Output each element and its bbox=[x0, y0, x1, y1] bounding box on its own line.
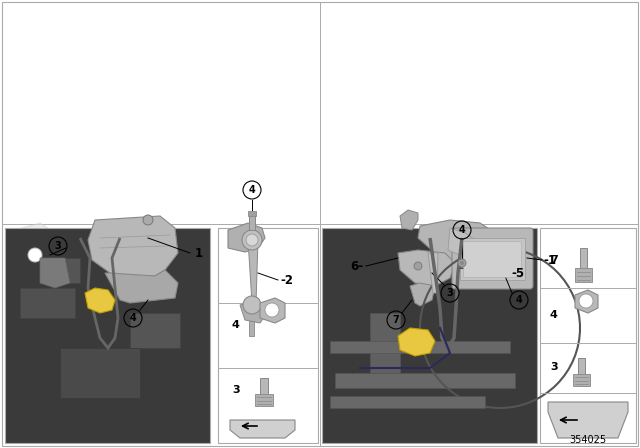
Bar bbox=[575, 268, 592, 282]
Polygon shape bbox=[548, 402, 628, 438]
Text: 4: 4 bbox=[459, 225, 465, 235]
FancyBboxPatch shape bbox=[5, 228, 210, 443]
Circle shape bbox=[28, 248, 42, 262]
Circle shape bbox=[458, 259, 466, 267]
Circle shape bbox=[242, 230, 262, 250]
Text: -2: -2 bbox=[280, 273, 293, 287]
Circle shape bbox=[243, 296, 261, 314]
Polygon shape bbox=[410, 283, 435, 306]
Polygon shape bbox=[230, 420, 295, 438]
Bar bbox=[578, 358, 585, 376]
Text: -5: -5 bbox=[511, 267, 524, 280]
Text: 4: 4 bbox=[130, 313, 136, 323]
Text: 7: 7 bbox=[550, 255, 557, 265]
Circle shape bbox=[414, 262, 422, 270]
Bar bbox=[463, 241, 521, 277]
Circle shape bbox=[246, 234, 258, 246]
Text: 7: 7 bbox=[392, 315, 399, 325]
Polygon shape bbox=[400, 210, 418, 230]
Bar bbox=[580, 248, 587, 270]
Bar bbox=[460, 238, 525, 280]
Bar bbox=[249, 212, 255, 230]
FancyBboxPatch shape bbox=[540, 228, 636, 443]
Bar bbox=[255, 394, 273, 406]
Bar bbox=[130, 313, 180, 348]
FancyBboxPatch shape bbox=[322, 228, 537, 443]
Bar bbox=[249, 321, 254, 336]
Polygon shape bbox=[448, 228, 480, 256]
Text: 354025: 354025 bbox=[570, 435, 607, 445]
Bar bbox=[573, 374, 590, 386]
Polygon shape bbox=[260, 298, 285, 323]
Polygon shape bbox=[88, 216, 178, 278]
Text: 4: 4 bbox=[550, 310, 558, 320]
Polygon shape bbox=[240, 300, 265, 323]
Polygon shape bbox=[40, 258, 70, 288]
Bar bbox=[330, 341, 510, 353]
Polygon shape bbox=[228, 223, 265, 252]
Text: 3: 3 bbox=[54, 241, 61, 251]
Text: 4: 4 bbox=[232, 320, 240, 330]
Text: 3: 3 bbox=[550, 362, 557, 372]
Polygon shape bbox=[105, 270, 178, 303]
Text: 6-: 6- bbox=[350, 259, 363, 272]
Polygon shape bbox=[418, 220, 500, 266]
Polygon shape bbox=[10, 223, 60, 283]
FancyBboxPatch shape bbox=[452, 228, 533, 289]
Polygon shape bbox=[575, 290, 598, 313]
Bar bbox=[260, 378, 268, 398]
Text: 3: 3 bbox=[232, 385, 239, 395]
Text: 3: 3 bbox=[447, 288, 453, 298]
Bar bbox=[20, 288, 75, 318]
Text: -1: -1 bbox=[543, 254, 556, 267]
Polygon shape bbox=[85, 288, 115, 313]
Bar bbox=[248, 211, 256, 216]
Polygon shape bbox=[248, 240, 258, 303]
Bar bbox=[40, 258, 80, 283]
Polygon shape bbox=[428, 253, 438, 293]
FancyBboxPatch shape bbox=[218, 228, 318, 443]
Circle shape bbox=[460, 261, 464, 265]
Bar bbox=[370, 313, 400, 373]
Polygon shape bbox=[398, 328, 435, 356]
Bar bbox=[330, 396, 485, 408]
Text: 4: 4 bbox=[516, 295, 522, 305]
Polygon shape bbox=[488, 250, 512, 283]
Circle shape bbox=[143, 215, 153, 225]
Circle shape bbox=[579, 294, 593, 308]
Polygon shape bbox=[398, 250, 455, 286]
Bar bbox=[335, 373, 515, 388]
Text: 4: 4 bbox=[248, 185, 255, 195]
Bar bbox=[60, 348, 140, 398]
Text: 1: 1 bbox=[195, 246, 203, 259]
Circle shape bbox=[265, 303, 279, 317]
